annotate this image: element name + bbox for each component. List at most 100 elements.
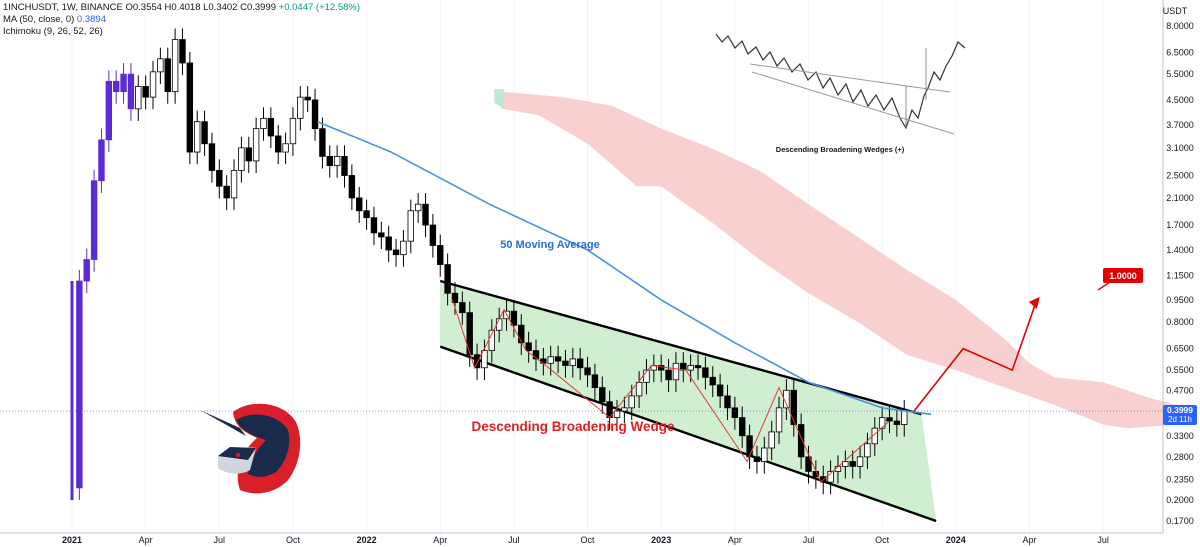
price-tick-label: 0.4700 (1166, 385, 1194, 395)
candle-body (761, 447, 768, 462)
candle-body (223, 185, 230, 199)
candle-body (584, 367, 591, 376)
time-tick-label: Oct (581, 535, 596, 545)
candle-body (797, 424, 805, 458)
candle-body (525, 342, 532, 352)
candle-body (473, 354, 481, 369)
time-tick-label: Jul (214, 535, 226, 545)
candle-body (466, 312, 473, 356)
candle-body (260, 117, 267, 130)
projection-arrow-head (1028, 296, 1040, 309)
candle-body (341, 156, 348, 176)
candle-body (893, 420, 901, 425)
chart-legend: 1INCHUSDT, 1W, BINANCE O0.3554 H0.4018 L… (3, 2, 360, 38)
ichimoku-row[interactable]: Ichimoku (9, 26, 52, 26) (3, 26, 360, 38)
time-tick-label: Jul (1097, 535, 1109, 545)
candle-body (658, 365, 665, 371)
price-tick-label: 3.7000 (1166, 120, 1194, 130)
candle-body (105, 80, 113, 141)
candle-body (731, 407, 739, 419)
candle-body (510, 310, 518, 326)
price-tick-label: 0.6500 (1166, 344, 1194, 354)
time-tick-label: Apr (1022, 535, 1036, 545)
candle-body (672, 362, 680, 381)
bar-countdown: 2d 11h (1168, 415, 1192, 424)
candle-body (304, 96, 311, 101)
candle-body (628, 395, 635, 409)
symbol-row: 1INCHUSDT, 1W, BINANCE O0.3554 H0.4018 L… (3, 2, 360, 14)
price-tick-label: 1.4000 (1166, 245, 1194, 255)
cloud-band (501, 91, 1177, 429)
ma-row[interactable]: MA (50, close, 0) 0.3894 (3, 14, 360, 26)
ohlc-values: O0.3554 H0.4018 L0.3402 C0.3999 (125, 2, 277, 13)
time-axis[interactable]: 2021 Apr Jul Oct 2022 Apr Jul Oct 2023 Apr Jul Oct 2… (0, 532, 1163, 545)
candle-body (149, 71, 157, 98)
target-price-value: 1.0000 (1109, 271, 1137, 281)
inset-upper-line (749, 63, 951, 93)
price-tick-label: 1.7000 (1166, 220, 1194, 230)
candle-body (665, 369, 672, 381)
candle-body (599, 387, 606, 403)
candle-body (385, 236, 392, 251)
candle-body (849, 461, 856, 467)
candle-body (127, 73, 135, 110)
candle-body (702, 367, 709, 378)
candle-body (186, 62, 194, 153)
candle-body (142, 86, 149, 98)
price-tick-label: 2.5000 (1166, 170, 1194, 180)
price-tick-label: 0.2000 (1166, 495, 1194, 505)
price-axis[interactable]: USDT 8.0000 6.5000 5.5000 4.5000 3.7000 3.100… (1162, 0, 1194, 533)
price-change: +0.0447 (+12.58%) (278, 2, 360, 13)
price-tick-label: 4.5000 (1166, 95, 1194, 105)
candle-body (569, 358, 577, 366)
zigzag-swing-lines (452, 299, 890, 483)
target-arrow (1097, 281, 1111, 291)
time-tick-label: Jul (803, 535, 815, 545)
candle-body (790, 389, 797, 425)
price-tick-label: 0.9500 (1166, 295, 1194, 305)
candle-body (238, 147, 245, 171)
ma-annotation-label: 50 Moving Average (500, 239, 599, 251)
candle-body (576, 358, 584, 369)
candle-body (363, 210, 370, 219)
candle-body (252, 128, 260, 162)
pattern-label: Descending Broadening Wedge (471, 419, 675, 434)
candle-body (532, 350, 540, 360)
candle-body (194, 121, 201, 153)
time-tick-label: 2021 (62, 535, 82, 545)
candle-body (451, 292, 459, 303)
time-tick-label: Oct (875, 535, 890, 545)
candle-body (179, 39, 186, 64)
candle-body (201, 121, 208, 145)
current-price-value: 0.3999 (1167, 405, 1193, 415)
candle-body (171, 39, 179, 93)
candle-body (635, 381, 643, 397)
unicorn-logo-icon (200, 403, 301, 494)
candle-body (562, 360, 569, 366)
candle-body (886, 417, 893, 422)
candle-body (547, 356, 554, 364)
candle-body (709, 376, 716, 386)
candle-body (613, 410, 621, 419)
candle-body (267, 117, 275, 137)
candle-body (230, 170, 238, 199)
candle-body (591, 374, 599, 388)
cloud-band-green (494, 89, 505, 109)
candle-body (326, 156, 333, 167)
candle-body (687, 365, 694, 371)
candle-body (716, 384, 724, 397)
candle-body (746, 435, 753, 458)
candlesticks (70, 28, 908, 501)
price-tick-label: 0.3300 (1166, 431, 1194, 441)
candle-body (518, 324, 525, 344)
candle-body (901, 410, 908, 425)
ma-indicator-label: MA (50, close, 0) (3, 14, 75, 25)
candle-body (554, 356, 562, 362)
price-tick-label: 0.2800 (1166, 452, 1194, 462)
candle-body (208, 143, 216, 171)
ma-indicator-value: 0.3894 (76, 14, 106, 25)
target-price-tag: 1.0000 (1103, 268, 1143, 283)
time-tick-label: Oct (286, 535, 301, 545)
candle-body (333, 156, 341, 167)
